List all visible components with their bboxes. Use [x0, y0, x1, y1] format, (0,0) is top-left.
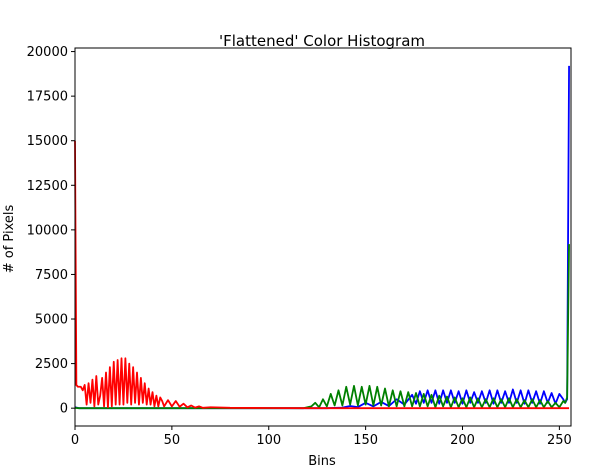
x-axis-ticks: 0 50 100 150 200 250	[71, 426, 572, 448]
chart-title: 'Flattened' Color Histogram	[219, 32, 425, 50]
y-tick-label: 12500	[27, 179, 68, 194]
series-layer	[74, 65, 570, 410]
x-tick-label: 200	[450, 433, 475, 448]
x-tick-label: 150	[353, 433, 378, 448]
x-tick-label: 0	[71, 433, 79, 448]
y-tick-label: 10000	[27, 223, 68, 238]
y-tick-label: 7500	[35, 268, 68, 283]
x-axis-label: Bins	[308, 454, 336, 469]
y-tick-label: 5000	[35, 313, 68, 328]
y-tick-label: 20000	[27, 45, 68, 60]
y-tick-label: 2500	[35, 357, 68, 372]
series-line-3	[74, 140, 570, 410]
y-axis-ticks: 0 2500 5000 7500 10000 12500 15000 17500 20000	[27, 45, 75, 417]
x-tick-label: 50	[164, 433, 181, 448]
y-tick-label: 0	[60, 402, 68, 417]
x-tick-label: 250	[547, 433, 572, 448]
x-tick-label: 100	[256, 433, 281, 448]
plot-frame	[74, 47, 572, 427]
y-axis-label: # of Pixels	[2, 205, 17, 274]
y-tick-label: 17500	[27, 90, 68, 105]
y-tick-label: 15000	[27, 134, 68, 149]
series-line-2	[74, 244, 570, 410]
